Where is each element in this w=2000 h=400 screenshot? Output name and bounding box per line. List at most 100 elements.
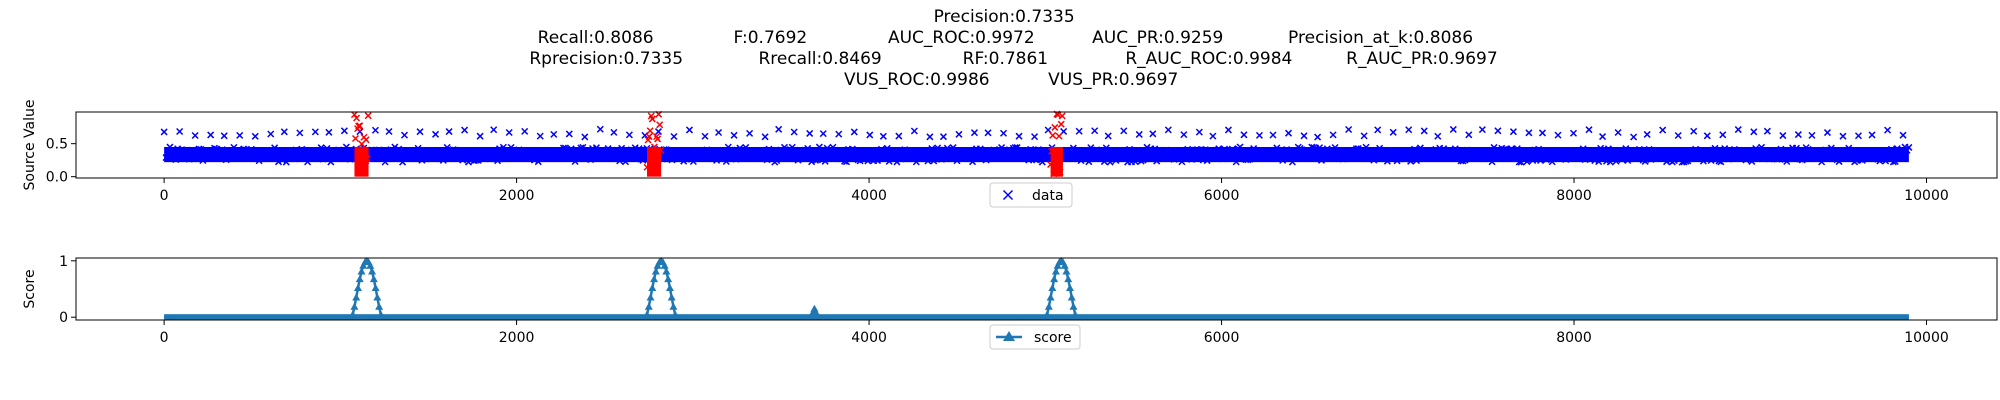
x-stroke: [1447, 150, 1455, 158]
data-point: [1796, 155, 1804, 163]
x-stroke: [1023, 151, 1031, 159]
x-stroke: [749, 150, 757, 158]
data-point: [567, 145, 575, 153]
x-stroke: [323, 144, 331, 152]
x-stroke: [1405, 126, 1413, 134]
data-point: [1593, 150, 1601, 158]
x-stroke: [1509, 128, 1517, 136]
data-point: [1734, 126, 1742, 134]
x-stroke: [1550, 155, 1558, 163]
score-point: [371, 284, 380, 292]
x-stroke: [1761, 154, 1769, 162]
data-point: [1699, 157, 1707, 165]
x-stroke: [1011, 144, 1019, 152]
y-tick-label: 0.0: [46, 170, 68, 186]
x-stroke: [1593, 150, 1601, 158]
data-point: [556, 149, 564, 157]
data-point: [337, 148, 345, 156]
data-point: [726, 146, 734, 154]
data-point: [1721, 145, 1729, 153]
x-stroke: [1079, 149, 1087, 157]
data-point: [210, 144, 219, 152]
x-stroke: [517, 154, 525, 162]
x-stroke: [236, 131, 244, 139]
x-stroke: [526, 148, 535, 156]
axes-frame: [75, 111, 1998, 179]
data-point: [387, 146, 395, 154]
data-point: [792, 148, 800, 156]
x-stroke: [1864, 153, 1872, 161]
x-stroke: [811, 156, 820, 164]
data-point: [1027, 145, 1035, 153]
data-point: [1222, 154, 1231, 162]
x-stroke: [424, 148, 432, 156]
data-point: [251, 132, 259, 140]
data-point: [821, 157, 829, 165]
x-stroke: [261, 148, 269, 156]
x-stroke: [575, 152, 583, 160]
x-stroke: [620, 147, 628, 155]
title-metric: F:0.7692: [734, 28, 808, 48]
x-stroke: [327, 158, 335, 166]
data-point: [806, 129, 814, 137]
x-stroke: [1381, 147, 1389, 155]
score-point: [1051, 267, 1060, 275]
x-stroke: [1872, 149, 1880, 157]
x-stroke: [790, 128, 798, 136]
x-stroke: [1341, 153, 1349, 161]
x-stroke: [769, 153, 777, 161]
data-point: [218, 146, 226, 154]
x-stroke: [1149, 130, 1157, 138]
data-point: [414, 144, 422, 152]
data-point: [1544, 152, 1552, 160]
x-stroke: [730, 131, 738, 139]
data-point: [1403, 150, 1411, 158]
data-point: [1011, 144, 1019, 152]
data-point: [375, 146, 383, 154]
x-stroke: [203, 147, 211, 155]
data-point: [1794, 131, 1802, 139]
data-point: [864, 157, 872, 165]
data-point: [391, 143, 399, 151]
data-point: [955, 130, 963, 138]
x-stroke: [1825, 152, 1833, 160]
x-stroke: [920, 152, 928, 160]
score-point: [650, 275, 659, 283]
data-point: [1835, 158, 1843, 166]
data-point: [703, 146, 711, 154]
data-point: [670, 132, 678, 141]
x-tick-label: 8000: [1556, 330, 1592, 346]
data-point: [616, 157, 624, 165]
data-point: [689, 157, 697, 166]
data-point: [889, 148, 897, 156]
data-point: [1279, 156, 1287, 164]
x-stroke: [897, 155, 905, 163]
data-point: [338, 154, 347, 162]
data-point: [1275, 147, 1283, 155]
data-point: [373, 155, 381, 163]
data-point: [1577, 149, 1585, 157]
x-stroke: [1005, 146, 1013, 154]
title-metric: VUS_ROC:0.9986: [844, 70, 990, 90]
x-stroke: [906, 151, 915, 159]
x-stroke: [1591, 157, 1599, 165]
x-stroke: [546, 149, 554, 157]
data-point: [1077, 157, 1085, 165]
score-point: [376, 310, 385, 318]
data-point: [1310, 143, 1318, 152]
data-point: [189, 155, 197, 163]
x-stroke: [982, 156, 990, 164]
x-stroke: [583, 152, 591, 160]
anomaly-point: [362, 136, 370, 144]
x-stroke: [521, 127, 529, 135]
data-point: [400, 131, 409, 139]
x-stroke: [418, 156, 426, 164]
data-point: [1007, 150, 1015, 158]
x-stroke: [1348, 152, 1357, 160]
x-stroke: [1108, 152, 1116, 160]
x-tick-label: 2000: [499, 188, 535, 204]
x-stroke: [1695, 148, 1704, 156]
x-stroke: [1676, 147, 1684, 155]
x-stroke: [1587, 150, 1595, 158]
x-stroke: [949, 144, 957, 152]
